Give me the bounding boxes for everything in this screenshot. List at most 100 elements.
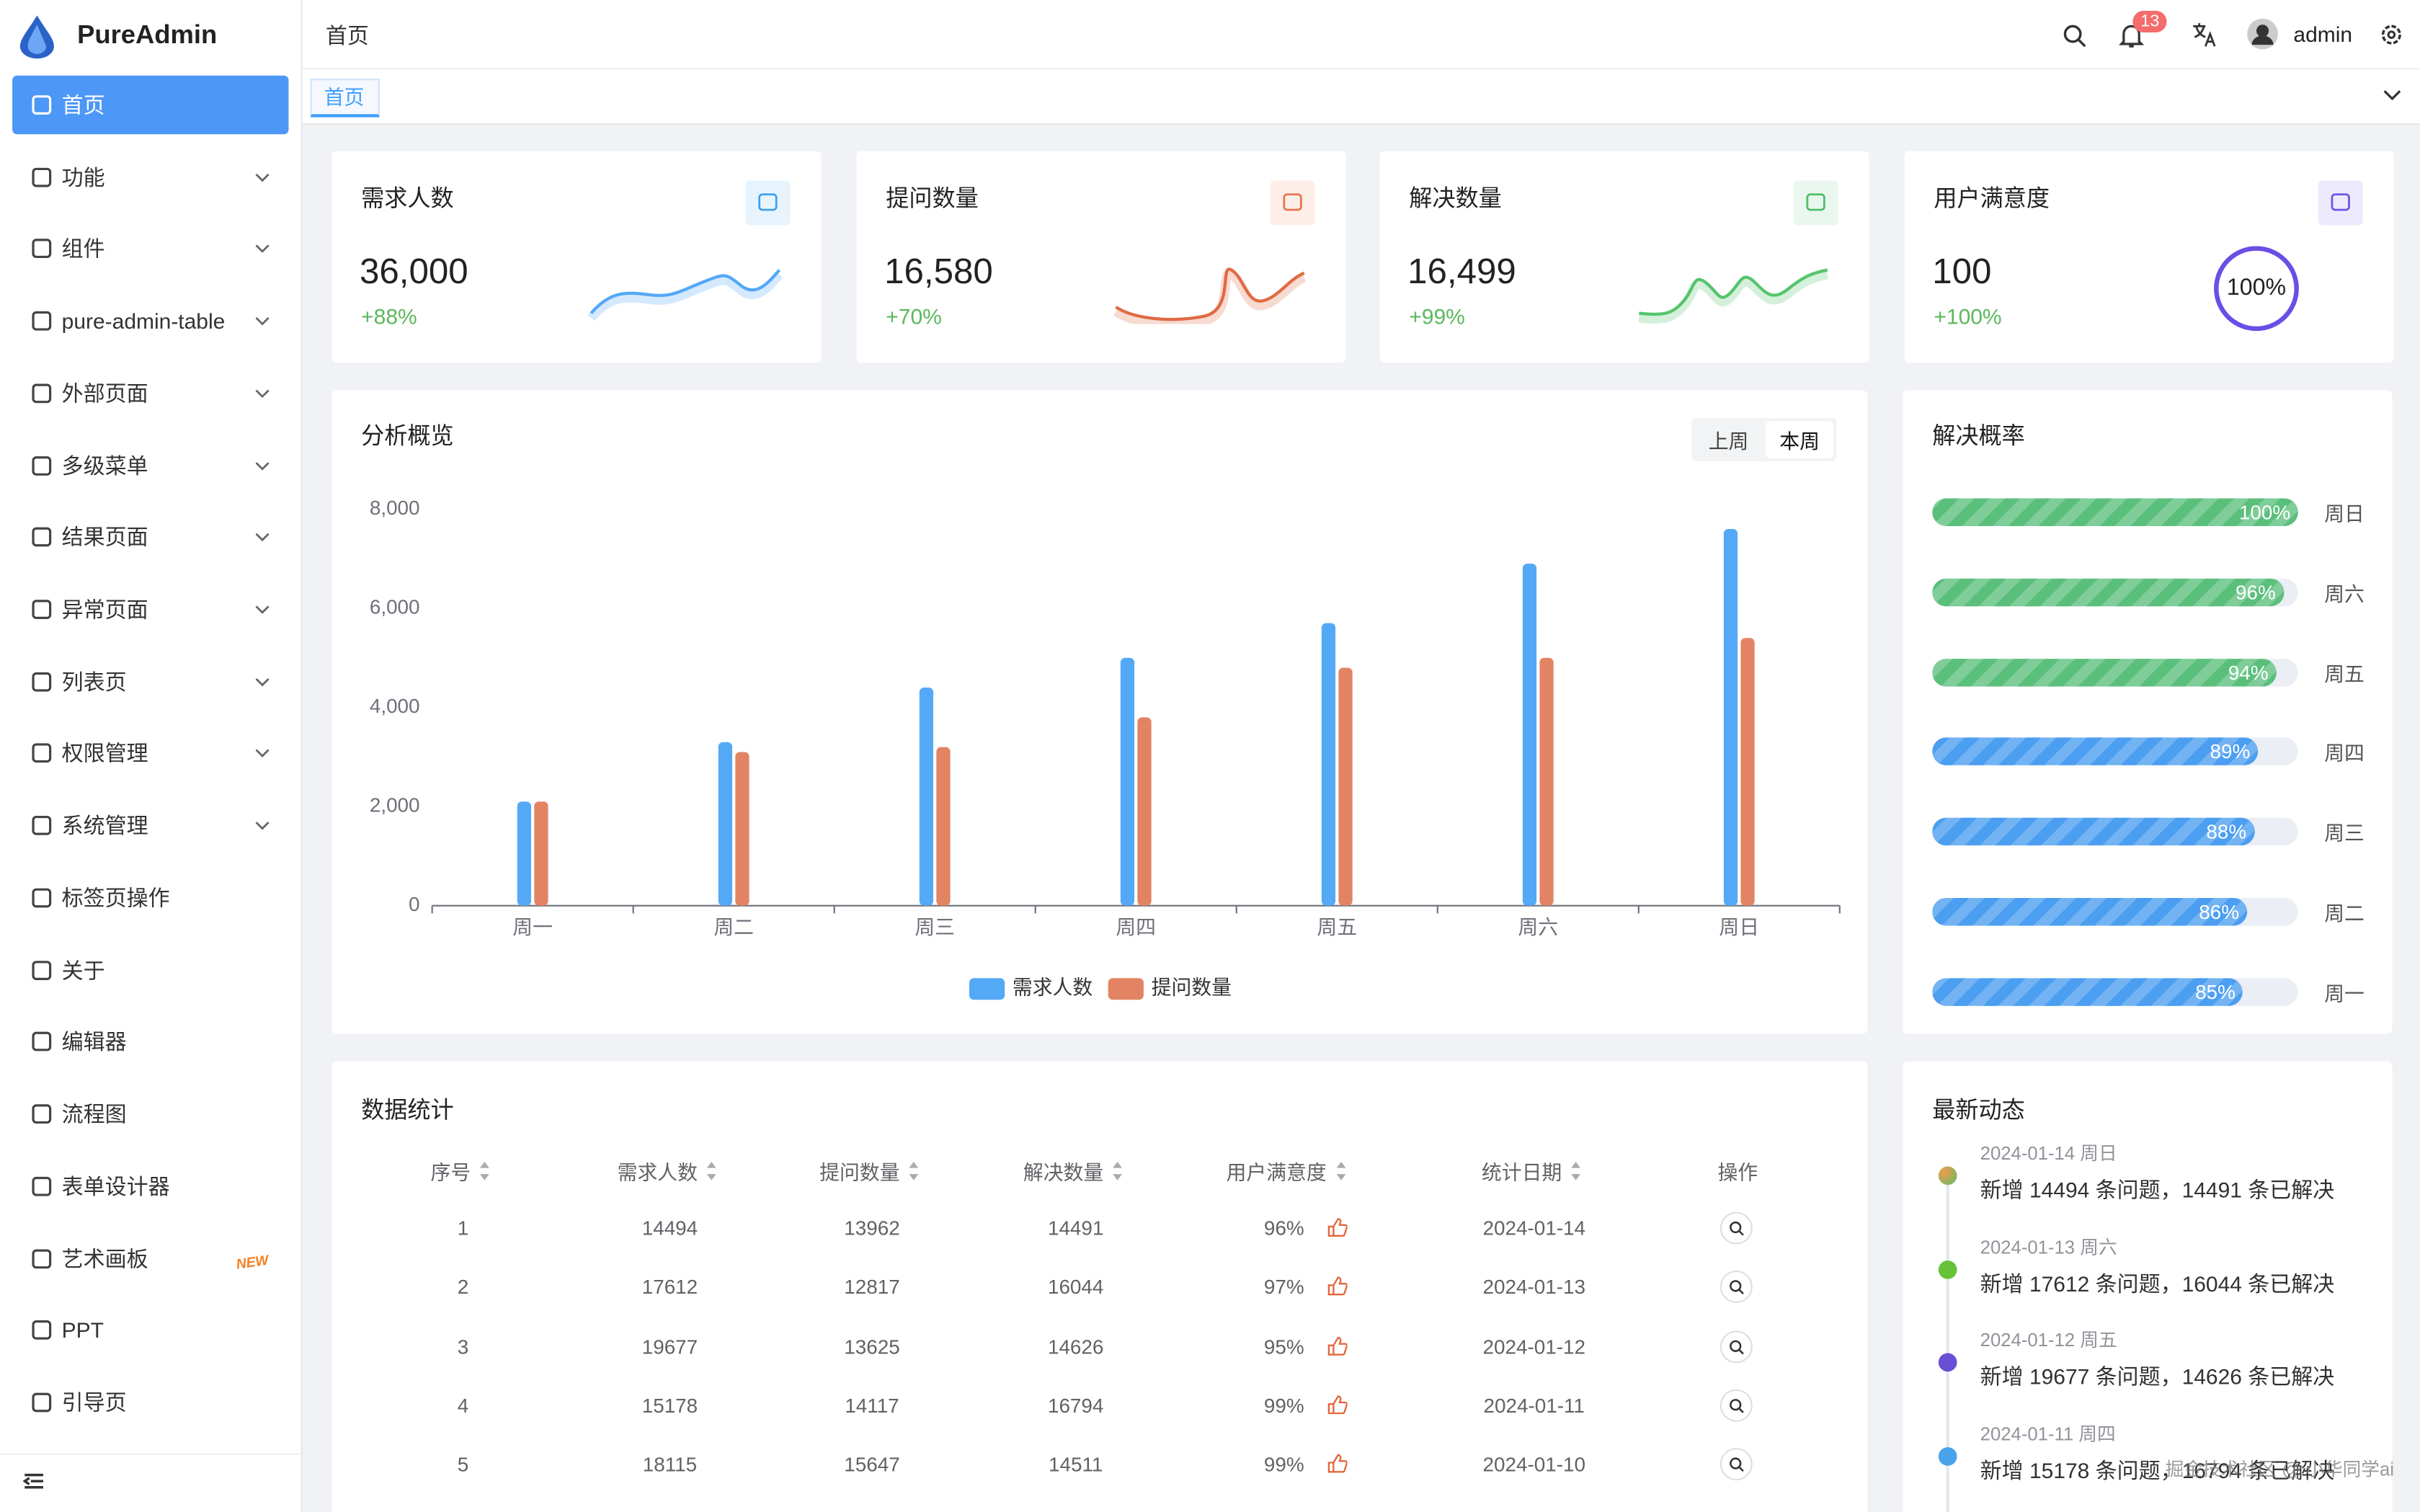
table-cell: 17612: [641, 1276, 698, 1299]
menu-item[interactable]: 系统管理: [61, 813, 148, 838]
search-icon[interactable]: [2062, 23, 2086, 48]
menu-icon[interactable]: [31, 527, 53, 548]
tab-label[interactable]: 首页: [324, 85, 365, 109]
day-label: 周三: [2324, 822, 2365, 845]
action-glass: [1730, 1339, 1742, 1352]
menu-icon[interactable]: [31, 94, 53, 116]
menu-icon[interactable]: [31, 311, 53, 332]
table-header[interactable]: 需求人数: [617, 1160, 698, 1185]
menu-icon-shape: [32, 383, 52, 404]
table-header[interactable]: 序号: [430, 1160, 471, 1185]
table-cell: 3: [457, 1335, 469, 1358]
menu-item[interactable]: 编辑器: [61, 1029, 127, 1054]
menu-arrow: [255, 461, 270, 470]
menu-item[interactable]: 艺术画板: [61, 1245, 148, 1271]
translate-icon[interactable]: [2192, 22, 2217, 48]
legend-label[interactable]: 提问数量: [1152, 977, 1232, 999]
menu-icon[interactable]: [31, 599, 53, 621]
sparkline-shadow: [1638, 270, 1828, 324]
search-action[interactable]: [1720, 1447, 1753, 1481]
stat-card: [856, 151, 1346, 363]
table-header[interactable]: 提问数量: [819, 1160, 900, 1185]
menu-item[interactable]: 结果页面: [61, 525, 148, 550]
menu-icon[interactable]: [31, 1320, 53, 1341]
tabs-menu-icon[interactable]: [2383, 88, 2402, 103]
menu-item[interactable]: 标签页操作: [61, 885, 170, 910]
table-header[interactable]: 统计日期: [1481, 1160, 1562, 1185]
stat-card: [332, 151, 822, 363]
menu-icon[interactable]: [31, 815, 53, 837]
menu-icon[interactable]: [31, 1031, 53, 1053]
menu-arrow: [255, 245, 270, 254]
table-cell: 18115: [642, 1452, 698, 1477]
sparkline-path: [1115, 267, 1305, 321]
stat-value: 16,580: [884, 250, 993, 291]
bar: [1321, 623, 1336, 906]
menu-icon[interactable]: [31, 1175, 53, 1197]
action-handle: [1738, 1230, 1744, 1236]
menu-item[interactable]: PPT: [61, 1317, 104, 1343]
sort-icon: [1113, 1162, 1122, 1180]
menu-icon[interactable]: [31, 1248, 53, 1269]
search-action[interactable]: [1720, 1330, 1753, 1364]
thumb-icon: [1327, 1454, 1348, 1473]
menu-icon[interactable]: [31, 671, 53, 693]
card-title: 最新动态: [1932, 1098, 2025, 1124]
legend-label[interactable]: 需求人数: [1013, 977, 1093, 999]
avatar[interactable]: [2247, 18, 2278, 50]
logo-text: PureAdmin: [77, 19, 218, 50]
stat-icon: [758, 193, 778, 211]
menu-item[interactable]: 权限管理: [61, 741, 148, 766]
ring-label: 100%: [2227, 274, 2286, 300]
menu-item[interactable]: 列表页: [61, 669, 127, 694]
menu-item[interactable]: 关于: [61, 957, 105, 982]
table-header[interactable]: 解决数量: [1023, 1160, 1104, 1185]
breadcrumb[interactable]: 首页: [325, 23, 369, 48]
user-name[interactable]: admin: [2293, 21, 2353, 47]
table-cell: 14117: [845, 1393, 899, 1418]
table-header[interactable]: 用户满意度: [1226, 1160, 1327, 1185]
menu-icon-shape: [32, 528, 52, 548]
sort-icon: [1335, 1162, 1345, 1180]
search-action[interactable]: [1720, 1271, 1753, 1304]
menu-item[interactable]: pure-admin-table: [61, 308, 226, 334]
menu-icon[interactable]: [31, 455, 53, 476]
menu-icon[interactable]: [31, 166, 53, 188]
thumb-shape: [1327, 1218, 1348, 1237]
progress-bar: [1932, 977, 2243, 1006]
search-action[interactable]: [1720, 1389, 1753, 1423]
toggle-option[interactable]: 本周: [1779, 430, 1820, 453]
menu-icon[interactable]: [31, 239, 53, 260]
table-cell: 5: [457, 1452, 469, 1477]
progress-label: 88%: [2206, 820, 2247, 844]
tab-active[interactable]: [310, 79, 380, 117]
menu-item[interactable]: 功能: [61, 164, 105, 190]
menu-item[interactable]: 表单设计器: [61, 1173, 170, 1199]
menu-icon-shape: [32, 95, 52, 115]
bar: [1120, 657, 1135, 906]
toggle-option[interactable]: 上周: [1708, 430, 1749, 453]
settings-icon[interactable]: [2380, 23, 2403, 46]
menu-icon-shape: [32, 960, 52, 980]
menu-item[interactable]: 引导页: [61, 1389, 127, 1415]
menu-icon[interactable]: [31, 383, 53, 404]
menu-icon[interactable]: [31, 1103, 53, 1125]
search-action[interactable]: [1720, 1211, 1753, 1245]
menu-item[interactable]: 首页: [61, 92, 105, 117]
tabs-bar: [302, 69, 2420, 125]
collapse-icon[interactable]: [23, 1470, 45, 1492]
menu-item[interactable]: 外部页面: [61, 381, 148, 406]
menu-icon[interactable]: [31, 959, 53, 981]
menu-item[interactable]: 多级菜单: [61, 453, 148, 478]
menu-icon[interactable]: [31, 887, 53, 909]
menu-item[interactable]: 组件: [61, 236, 105, 262]
menu-item[interactable]: 异常页面: [61, 597, 148, 622]
menu-item[interactable]: 流程图: [61, 1101, 127, 1126]
menu-arrow: [255, 389, 270, 398]
timeline-dot: [1938, 1353, 1957, 1373]
menu-arrow-shape: [255, 317, 270, 326]
menu-icon[interactable]: [31, 743, 53, 765]
menu-icon[interactable]: [31, 1392, 53, 1413]
